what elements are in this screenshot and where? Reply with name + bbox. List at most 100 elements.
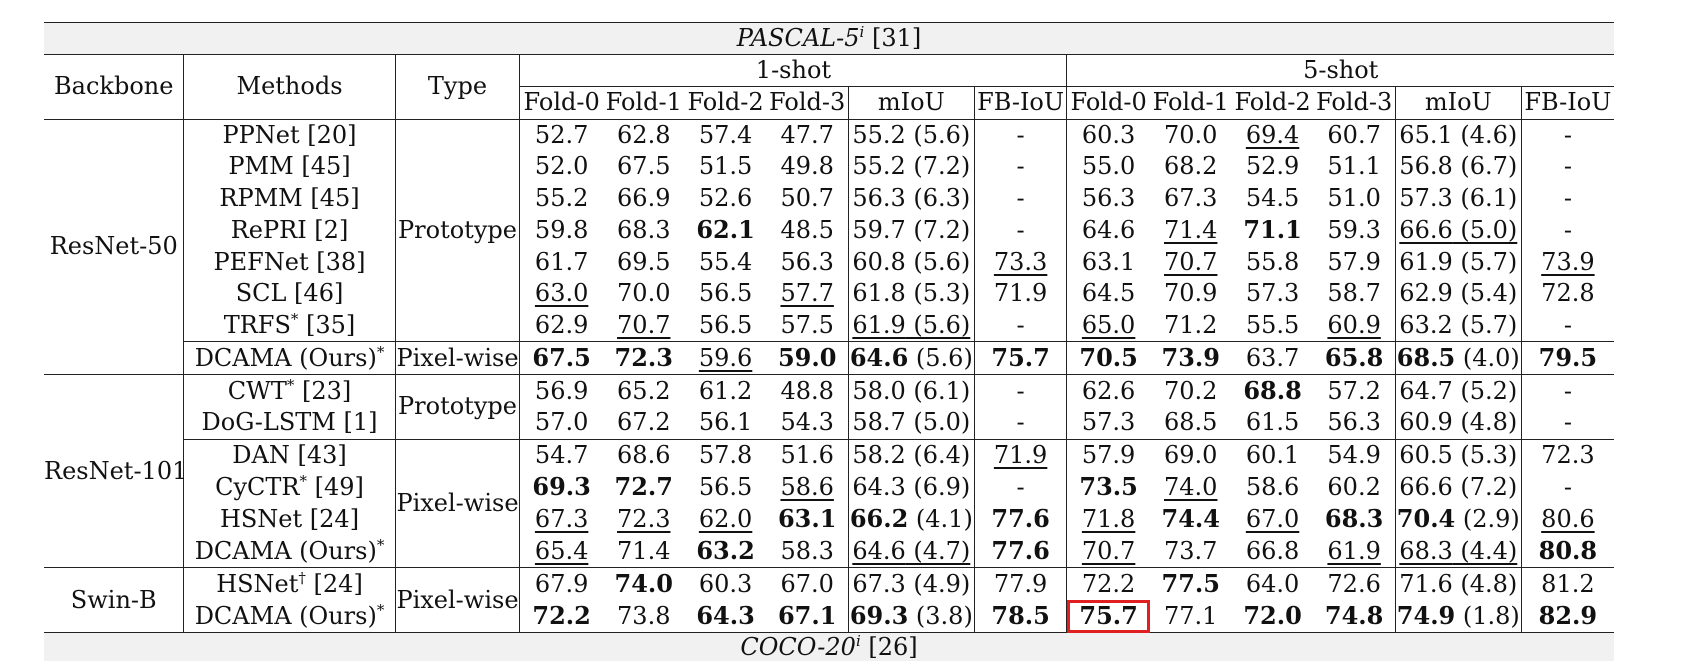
method-name: DCAMA (Ours) — [194, 536, 377, 565]
value-cell: 74.0 — [1164, 472, 1218, 501]
table-row: ResNet-50 PPNet [20] Prototype 52.7 62.8 57.4… — [44, 118, 1614, 375]
value-cell: 68.3 — [617, 215, 671, 244]
caption-sup: i — [859, 23, 865, 41]
value-cell: 77.6 — [974, 503, 1068, 536]
value-cell: 67.9 — [519, 567, 603, 601]
value-cell: 82.9 — [1538, 601, 1598, 631]
value-cell: 56.1 — [698, 408, 753, 437]
value-cell: 64.6 (4.7) — [848, 535, 975, 568]
value-cell: - — [1563, 310, 1572, 339]
value-cell: 72.7 — [614, 472, 673, 502]
value-cell: 70.4 (2.9) — [1395, 503, 1522, 536]
value-cell: 57.5 — [766, 309, 849, 342]
value-cell: 72.3 — [1521, 438, 1614, 472]
method-cell: HSNet [24] — [183, 503, 396, 536]
value-cell: 77.1 — [1164, 601, 1218, 630]
value-cell: 56.3 — [766, 246, 849, 278]
header-row-2: Fold-0 Fold-1 Fold-2 Fold-3 mIoU FB-IoU Fold-0… — [44, 86, 1614, 120]
method-sup: * — [376, 600, 385, 619]
backbone-cell: Swin-B — [44, 567, 185, 633]
value-cell: 79.5 — [1521, 341, 1614, 375]
value-cell: 66.9 — [617, 184, 671, 213]
value-cell: 73.8 — [617, 601, 671, 630]
table-row: CyCTR* [49] 69.3 72.7 56.5 58.6 64.3 (6.9) -73… — [44, 471, 1614, 504]
value-cell: 55.5 — [1245, 310, 1300, 339]
value-cell: 56.5 — [698, 472, 753, 501]
value-cell: 60.5 (5.3) — [1395, 438, 1522, 472]
value-cell: 67.3 — [1164, 184, 1218, 213]
value-cell: 57.2 — [1313, 374, 1396, 408]
method-name: DCAMA (Ours) — [194, 601, 377, 630]
value-cell: 70.2 — [1149, 374, 1232, 408]
results-table-container: PASCAL-5i [31] Backbone Methods Type 1-s… — [44, 22, 1614, 661]
header-5-shot: 5-shot — [1066, 54, 1614, 87]
value-cell: 59.7 (7.2) — [848, 214, 975, 247]
value-cell: 69.4 — [1231, 118, 1314, 152]
value-cell: 54.3 — [766, 407, 849, 440]
table-row: HSNet [24] 67.3 72.3 62.0 63.1 66.2 (4.1) 77.6… — [44, 503, 1614, 536]
value-cell: 67.3 — [534, 504, 589, 533]
value-cell: 74.0 — [602, 567, 685, 601]
method-cell: SCL [46] — [183, 277, 396, 310]
header-five-shot-fold-2: Fold-2 — [1231, 86, 1314, 120]
value-cell: 49.8 — [766, 151, 849, 183]
header-five-shot-fbiou: FB-IoU — [1521, 86, 1614, 120]
value-cell: 70.0 — [617, 279, 671, 308]
value-cell: 55.2 — [534, 184, 589, 213]
value-cell: 74.9 (1.8) — [1395, 600, 1522, 633]
value-cell: 73.9 — [1541, 247, 1595, 276]
value-cell: 71.4 — [617, 536, 671, 565]
value-cell: 67.3 (4.9) — [848, 567, 975, 601]
value-cell: 58.3 — [766, 535, 849, 568]
value-cell: 61.2 — [684, 374, 767, 408]
table-row: SCL [46] 63.0 70.0 56.5 57.7 61.8 (5.3) 71.9 64… — [44, 277, 1614, 310]
method-cell: PPNet [20] — [183, 118, 396, 152]
value-cell: 72.2 — [1066, 567, 1150, 601]
method-cell: RPMM [45] — [183, 182, 396, 215]
value-cell: 60.3 — [1066, 118, 1150, 152]
value-cell: 55.2 (5.6) — [848, 118, 975, 152]
value-cell: 64.3 (6.9) — [848, 471, 975, 504]
footer-caption-sup: i — [855, 632, 861, 651]
value-cell: 62.6 — [1066, 374, 1150, 408]
value-cell: - — [1521, 118, 1614, 152]
header-backbone: Backbone — [44, 54, 185, 120]
value-cell: 69.5 — [617, 247, 671, 276]
value-cell: 67.2 — [617, 408, 671, 437]
method-cell: CWT* [23] — [183, 374, 396, 408]
value-cell: 69.0 — [1149, 438, 1232, 472]
value-cell: 62.0 — [698, 504, 753, 533]
method-name: RPMM [45] — [219, 184, 360, 213]
value-cell: 60.7 — [1313, 118, 1396, 152]
value-cell: 70.7 — [1164, 247, 1218, 276]
header-five-shot-miou: mIoU — [1395, 86, 1522, 120]
value-cell: 73.7 — [1164, 536, 1218, 565]
value-cell: 64.3 — [696, 601, 755, 631]
value-cell: 71.6 (4.8) — [1395, 567, 1522, 601]
value-cell: 60.2 — [1313, 471, 1396, 504]
value-cell: 54.7 — [519, 438, 603, 472]
value-cell: 66.2 (4.1) — [848, 503, 975, 536]
method-cell: HSNet† [24] — [183, 567, 396, 601]
value-cell: - — [974, 151, 1068, 183]
header-1-shot: 1-shot — [519, 54, 1068, 87]
value-cell: 72.0 — [1243, 601, 1302, 631]
method-name: DCAMA (Ours) — [194, 343, 377, 372]
value-cell: - — [1563, 408, 1572, 437]
caption-cite: [31] — [871, 24, 922, 52]
value-cell: 56.9 — [519, 374, 603, 408]
value-cell: 56.5 — [698, 279, 753, 308]
caption-dataset: PASCAL-5 — [736, 24, 860, 52]
method-name: RePRI [2] — [230, 215, 349, 244]
value-cell: 61.7 — [534, 247, 589, 276]
value-cell: 50.7 — [766, 182, 849, 215]
value-cell: 71.2 — [1164, 310, 1218, 339]
value-cell: 65.0 — [1081, 310, 1136, 339]
value-cell: 63.2 (5.7) — [1395, 309, 1522, 342]
value-cell: 60.9 — [1313, 309, 1396, 342]
method-sup: * — [376, 342, 385, 361]
value-cell: 56.8 (6.7) — [1395, 151, 1522, 183]
value-cell: - — [1563, 152, 1572, 181]
value-cell: 72.3 — [602, 341, 685, 375]
value-cell: 48.8 — [766, 374, 849, 408]
